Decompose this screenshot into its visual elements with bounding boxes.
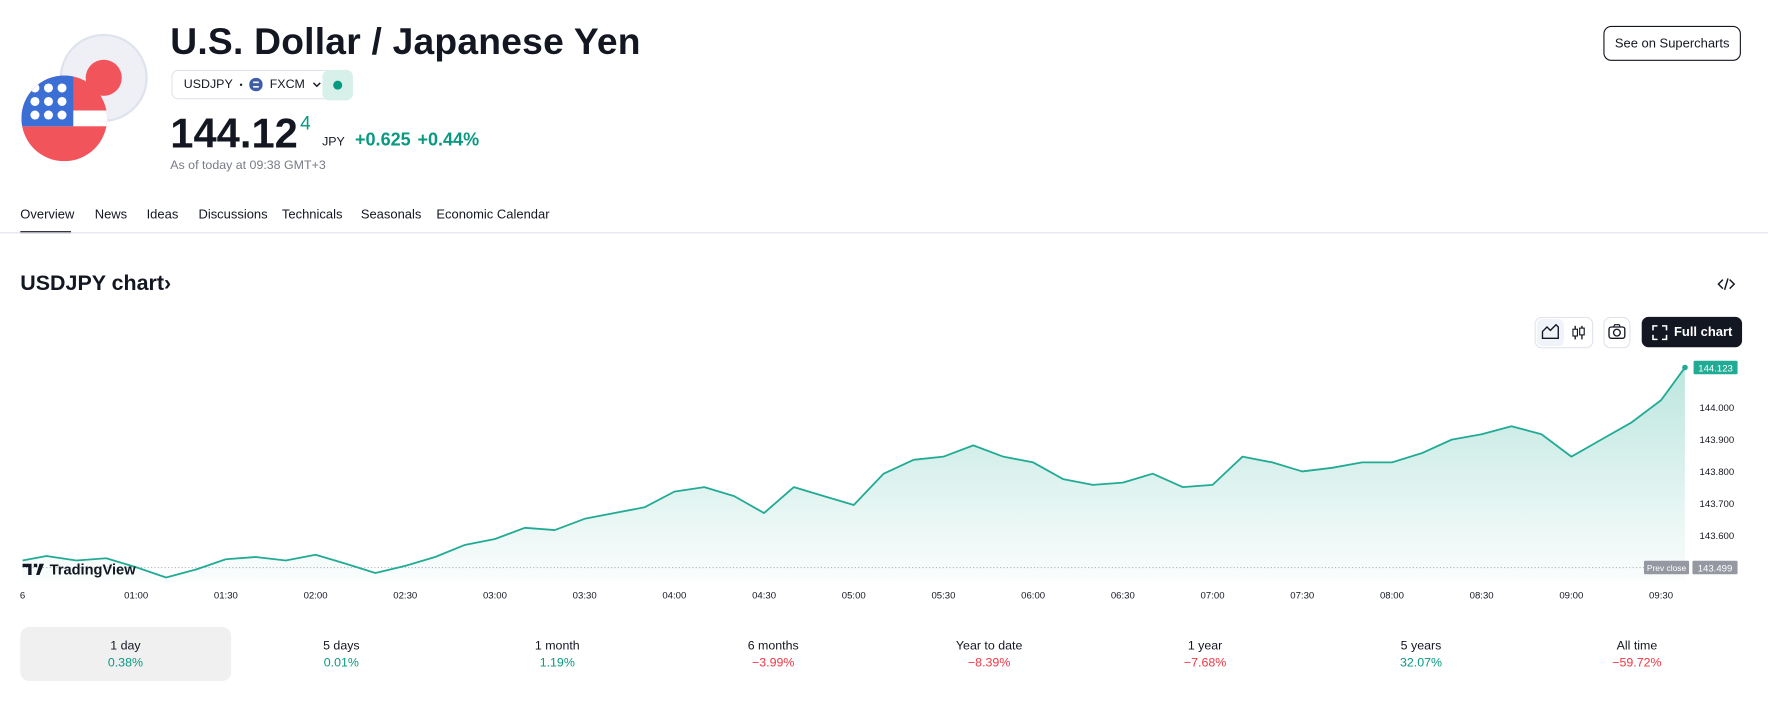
full-chart-button[interactable]: Full chart — [1641, 316, 1743, 348]
x-tick-label: 05:30 — [931, 591, 955, 602]
page-title: U.S. Dollar / Japanese Yen — [170, 20, 641, 63]
period-cell[interactable]: Year to date −8.39% — [884, 627, 1094, 681]
period-change: 1.19% — [539, 655, 575, 670]
y-tick-label: 143.600 — [1700, 531, 1735, 542]
brand-logo — [22, 563, 44, 576]
tab[interactable]: Seasonals — [360, 208, 422, 223]
supercharts-button[interactable]: See on Supercharts — [1603, 25, 1741, 61]
x-tick-label: 05:00 — [842, 591, 866, 602]
period-cell[interactable]: 5 years 32.07% — [1316, 627, 1526, 681]
chart-toolbar — [1534, 316, 1631, 349]
x-tick-label: 07:30 — [1290, 591, 1314, 602]
symbol: USDJPY — [183, 77, 233, 92]
fullscreen-icon — [1651, 324, 1667, 340]
prev-close-label: Prev close — [1647, 563, 1687, 573]
exchange-icon — [249, 77, 263, 92]
tab[interactable]: Economic Calendar — [436, 208, 550, 223]
currency: JPY — [322, 135, 345, 149]
change-percent: +0.44% — [417, 130, 480, 150]
period-label: All time — [1616, 638, 1658, 653]
price-line — [22, 367, 1686, 579]
period-cell[interactable]: 5 days 0.01% — [236, 627, 446, 681]
chevron: › — [163, 271, 172, 296]
status-dot — [333, 80, 343, 90]
prev-close-value-box — [1692, 560, 1738, 575]
price-last-digit: 4 — [300, 112, 311, 135]
tab[interactable]: Overview — [20, 208, 75, 223]
period-cell[interactable]: 1 month 1.19% — [452, 627, 662, 681]
exchange: FXCM — [269, 77, 305, 92]
tab[interactable]: Discussions — [198, 208, 268, 223]
period-change: −3.99% — [752, 655, 795, 670]
prev-close-value: 143.499 — [1698, 563, 1733, 574]
period-change: −59.72% — [1612, 655, 1662, 670]
x-tick-label: 08:00 — [1380, 591, 1404, 602]
x-tick-label: 03:00 — [483, 591, 507, 602]
price: 144.12 — [170, 110, 298, 157]
period-label: 5 years — [1400, 638, 1442, 653]
brand-name: TradingView — [50, 562, 137, 578]
x-tick-label: 07:00 — [1201, 591, 1225, 602]
period-selector: 1 day 0.38% 5 days 0.01% 1 month 1.19% 6 month… — [20, 626, 1742, 682]
price-row: 144.12 4 JPY +0.625 +0.44% — [170, 110, 479, 157]
x-tick-label: 02:30 — [393, 591, 417, 602]
period-cell[interactable]: 1 day 0.38% — [20, 626, 231, 682]
as-of: As of today at 09:38 GMT+3 — [170, 158, 326, 173]
prev-close-tag — [1643, 560, 1690, 575]
x-tick-label: 04:00 — [662, 591, 686, 602]
full-chart-label: Full chart — [1673, 325, 1733, 339]
symbol-selector[interactable]: USDJPY • FXCM — [171, 69, 336, 100]
tab[interactable]: Ideas — [146, 208, 179, 223]
y-tick-label: 143.700 — [1700, 499, 1735, 510]
period-change: 0.38% — [107, 655, 144, 670]
embed-icon[interactable] — [1717, 276, 1736, 292]
last-point — [1682, 364, 1688, 371]
period-change: 0.01% — [323, 655, 359, 670]
y-tick-label: 143.800 — [1700, 467, 1735, 478]
area-fill — [22, 367, 1685, 581]
period-label: 5 days — [323, 638, 360, 653]
period-label: 6 months — [747, 638, 799, 653]
divider — [0, 232, 1768, 234]
y-tick-label: 143.900 — [1700, 435, 1735, 446]
price-chart: 144.123 143.600 143.700 143.800 143.900 144.0… — [20, 360, 1738, 602]
period-label: Year to date — [955, 638, 1023, 653]
period-change: −7.68% — [1183, 655, 1227, 670]
tab[interactable]: News — [94, 208, 128, 223]
last-price-label: 144.123 — [1698, 363, 1733, 374]
period-change: −8.39% — [967, 655, 1011, 670]
period-label: 1 year — [1187, 638, 1223, 653]
period-label: 1 month — [534, 638, 580, 653]
chevron — [313, 82, 322, 88]
date-label: 6 — [20, 591, 25, 602]
x-tick-label: 03:30 — [573, 591, 597, 602]
x-tick-label: 04:30 — [752, 591, 776, 602]
x-tick-label: 09:00 — [1559, 591, 1583, 602]
period-label: 1 day — [110, 638, 141, 653]
period-cell[interactable]: All time −59.72% — [1532, 627, 1742, 681]
period-cell[interactable]: 6 months −3.99% — [668, 627, 878, 681]
y-tick-label: 144.000 — [1700, 403, 1735, 414]
tab[interactable]: Technicals — [281, 208, 343, 223]
chart-section-title[interactable]: USDJPY chart› — [20, 272, 171, 297]
period-cell[interactable]: 1 year −7.68% — [1100, 627, 1310, 681]
x-tick-label: 08:30 — [1470, 591, 1494, 602]
market-status[interactable] — [322, 69, 353, 101]
x-tick-label: 09:30 — [1649, 591, 1673, 602]
chart-title: USDJPY chart — [20, 271, 164, 296]
period-change: 32.07% — [1399, 655, 1443, 670]
currency-flags — [21, 33, 148, 162]
x-tick-label: 01:00 — [124, 591, 148, 602]
x-tick-label: 01:30 — [214, 591, 238, 602]
x-tick-label: 06:30 — [1111, 591, 1135, 602]
x-tick-label: 06:00 — [1021, 591, 1045, 602]
last-price-box — [1693, 360, 1738, 375]
x-tick-label: 02:00 — [304, 591, 328, 602]
change: +0.625 — [354, 130, 411, 150]
